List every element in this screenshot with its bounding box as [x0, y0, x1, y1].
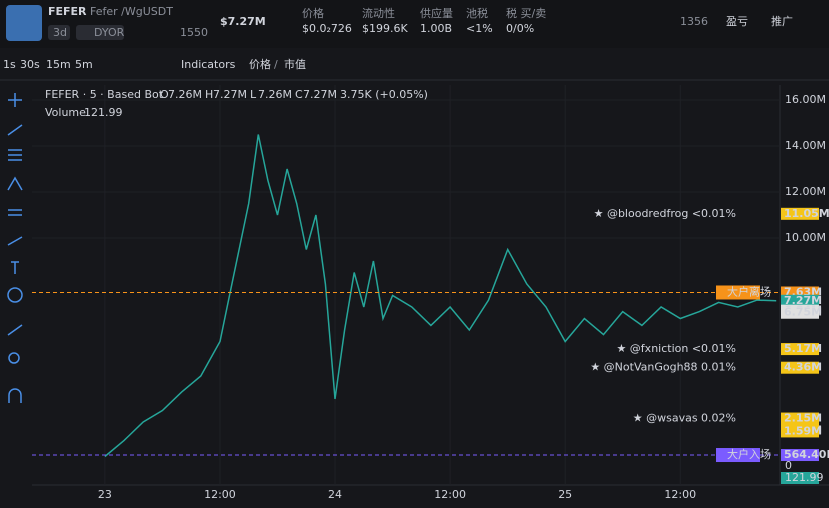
price-label-bg: [781, 343, 819, 356]
ohlc-key: L: [250, 88, 257, 101]
pnl-button[interactable]: 盈亏: [726, 15, 748, 28]
holder-note: ★ @NotVanGogh88 0.01%: [590, 361, 736, 374]
volume-axis-label: 0: [785, 459, 792, 472]
x-tick-label: 12:00: [204, 488, 236, 501]
x-tick-label: 12:00: [434, 488, 466, 501]
y-tick-label: 14.00M: [785, 139, 826, 152]
y-tick-label: 12.00M: [785, 185, 826, 198]
holder-note: ★ @fxniction <0.01%: [616, 342, 736, 355]
symbol: FEFER: [48, 5, 87, 18]
views: 1356: [680, 15, 708, 28]
price-label: 2.15M: [784, 412, 822, 425]
volume-label-bg: [781, 472, 819, 484]
price-label-bg: [781, 207, 819, 220]
price-label-bg: [781, 306, 819, 319]
x-tick-label: 23: [98, 488, 112, 501]
y-tick-label: 16.00M: [785, 93, 826, 106]
ohlc-value: 7.27M: [213, 88, 247, 101]
price-label: 564.40K: [784, 448, 829, 461]
price-label: 1.59M: [784, 424, 822, 437]
change: 3.75K (+0.05%): [340, 88, 428, 101]
price-label-bg: [781, 449, 819, 462]
stat-label: 价格: [302, 6, 324, 20]
toolbar-bg: [0, 50, 829, 80]
price-label-bg: [781, 412, 819, 425]
tool-icons[interactable]: [7, 93, 23, 403]
stat-value: 1.00B: [420, 22, 452, 35]
flag-label: 大户离场: [727, 284, 771, 298]
price-label: 7.27M: [784, 294, 822, 307]
price-label: 6.75M: [784, 306, 822, 319]
interval[interactable]: 1s: [3, 58, 16, 71]
price-label: 4.36M: [784, 361, 822, 374]
legend-title: FEFER · 5 · Based Bot: [45, 88, 164, 101]
price-line: [104, 134, 777, 458]
ohlc-value: 7.26M: [168, 88, 202, 101]
interval[interactable]: 30s: [20, 58, 40, 71]
interval[interactable]: 5m: [75, 58, 93, 71]
volume-axis-label: 121.99: [785, 471, 824, 484]
ohlc-key: O: [160, 88, 169, 101]
volume-label: Volume: [45, 106, 86, 119]
ohlc-key: H: [205, 88, 213, 101]
dyor[interactable]: DYOR: [94, 26, 125, 39]
price-label: 11.05M: [784, 207, 829, 220]
price-label-bg: [781, 425, 819, 438]
price-label-bg: [781, 361, 819, 374]
badge: [48, 25, 70, 40]
separator: /: [274, 58, 278, 71]
promote-button[interactable]: 推广: [771, 14, 793, 28]
ohlc-value: 7.26M: [258, 88, 292, 101]
stat-value: $0.0₂726: [302, 22, 352, 35]
stat-label: 税 买/卖: [506, 6, 546, 20]
interval[interactable]: 15m: [46, 58, 71, 71]
stat-label: 流动性: [362, 6, 395, 20]
pair: Fefer /WgUSDT: [90, 5, 173, 18]
price-label: 5.17M: [784, 342, 822, 355]
x-followers: 1550: [180, 26, 208, 39]
price-label-bg: [781, 294, 819, 307]
stat-value: $199.6K: [362, 22, 408, 35]
price-toggle[interactable]: 价格: [249, 57, 271, 71]
stat-value: <1%: [466, 22, 493, 35]
flag-bg: [716, 285, 760, 300]
mcap-toggle[interactable]: 市值: [284, 57, 306, 71]
stat-label: 供应量: [420, 6, 453, 20]
x-tick-label: 25: [558, 488, 572, 501]
token-logo: [6, 5, 42, 41]
volume-value: 121.99: [84, 106, 123, 119]
header-bg: [0, 0, 829, 48]
ohlc-value: 7.27M: [303, 88, 337, 101]
stat-label: 池税: [466, 6, 488, 20]
badge[interactable]: [76, 25, 124, 40]
y-tick-label: 10.00M: [785, 231, 826, 244]
holder-note: ★ @wsavas 0.02%: [633, 412, 736, 425]
age: 3d: [53, 26, 67, 39]
flag-label: 大户入场: [727, 447, 771, 461]
holder-note: ★ @bloodredfrog <0.01%: [594, 207, 736, 220]
stat-value: 0/0%: [506, 22, 534, 35]
ohlc-key: C: [295, 88, 303, 101]
flag-bg: [716, 448, 760, 463]
market-cap: $7.27M: [220, 15, 266, 28]
indicators-button[interactable]: Indicators: [181, 58, 236, 71]
x-tick-label: 12:00: [664, 488, 696, 501]
x-tick-label: 24: [328, 488, 342, 501]
